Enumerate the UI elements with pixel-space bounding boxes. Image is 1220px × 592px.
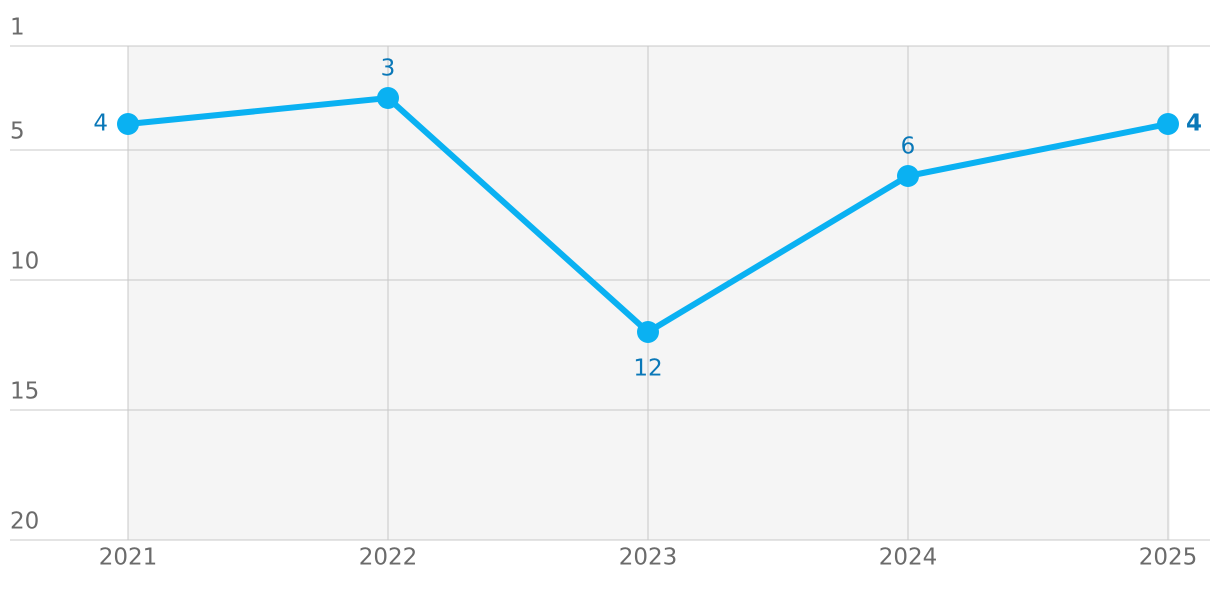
- marker: [637, 321, 659, 343]
- y-tick-label: 5: [10, 119, 25, 145]
- y-tick-label: 10: [10, 249, 39, 275]
- data-label: 6: [901, 134, 916, 160]
- plot-background: [128, 46, 1170, 540]
- marker: [377, 87, 399, 109]
- marker: [117, 113, 139, 135]
- marker: [1157, 113, 1179, 135]
- x-tick-label: 2021: [99, 545, 158, 571]
- y-tick-label: 1: [10, 15, 25, 41]
- data-label: 12: [633, 356, 662, 382]
- x-tick-label: 2025: [1139, 545, 1198, 571]
- data-label: 4: [1186, 111, 1202, 137]
- x-tick-label: 2024: [879, 545, 938, 571]
- x-tick-label: 2023: [619, 545, 678, 571]
- data-label: 4: [93, 111, 108, 137]
- y-tick-label: 15: [10, 379, 39, 405]
- x-tick-label: 2022: [359, 545, 418, 571]
- marker: [897, 165, 919, 187]
- y-tick-label: 20: [10, 509, 39, 535]
- data-label: 3: [381, 56, 396, 82]
